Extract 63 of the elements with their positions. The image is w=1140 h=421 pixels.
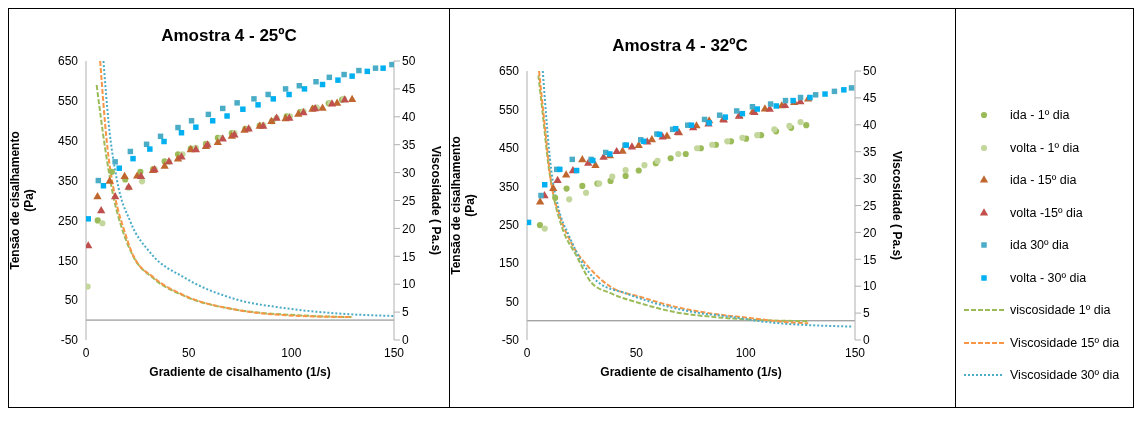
y2-axis-title: Viscosidade ( Pa.s) bbox=[890, 150, 904, 261]
y2-tick-label: 35 bbox=[863, 144, 877, 159]
y2-tick-label: 10 bbox=[402, 277, 416, 292]
y-tick-label: 350 bbox=[498, 179, 520, 194]
y-tick-label: 50 bbox=[64, 293, 79, 308]
legend-label: viscosidade 1º dia bbox=[1010, 303, 1111, 318]
y2-axis-title: Viscosidade ( Pa.s) bbox=[429, 145, 443, 256]
y-axis-title: Tensão de cisalhamento (Pa) bbox=[449, 136, 477, 275]
y-tick-label: -50 bbox=[501, 333, 520, 348]
y2-tick-label: 20 bbox=[863, 225, 877, 240]
x-tick-label: 100 bbox=[281, 345, 302, 360]
y-tick-label: 250 bbox=[498, 217, 520, 232]
legend-label: volta - 1º dia bbox=[1010, 140, 1080, 155]
y2-tick-label: 30 bbox=[402, 165, 416, 180]
y2-tick-label: 15 bbox=[863, 252, 877, 267]
y2-tick-label: 0 bbox=[863, 333, 870, 348]
chart-title: Amostra 4 - 32ºC bbox=[611, 35, 749, 57]
y-tick-label: -50 bbox=[60, 333, 79, 348]
y2-tick-label: 15 bbox=[402, 249, 416, 264]
y-tick-label: 650 bbox=[57, 54, 79, 69]
y2-tick-label: 35 bbox=[402, 137, 416, 152]
legend-label: ida - 1º dia bbox=[1010, 108, 1070, 123]
y-tick-label: 550 bbox=[498, 102, 520, 117]
legend-label: Viscosidade 30º dia bbox=[1010, 368, 1120, 383]
y-tick-label: 650 bbox=[498, 64, 520, 79]
y2-tick-label: 5 bbox=[402, 305, 409, 320]
x-tick-label: 50 bbox=[629, 345, 644, 360]
y-tick-label: 550 bbox=[57, 94, 79, 109]
x-tick-label: 100 bbox=[735, 345, 756, 360]
legend-label: ida 30º dia bbox=[1010, 238, 1069, 253]
legend-label: ida - 15º dia bbox=[1010, 173, 1077, 188]
y-tick-label: 150 bbox=[57, 253, 79, 268]
y2-tick-label: 40 bbox=[402, 110, 416, 125]
y2-tick-label: 45 bbox=[402, 82, 416, 97]
y2-tick-label: 25 bbox=[402, 193, 416, 208]
x-tick-label: 50 bbox=[181, 345, 196, 360]
y-tick-label: 450 bbox=[498, 141, 520, 156]
x-tick-label: 150 bbox=[383, 345, 405, 360]
y-tick-label: 250 bbox=[57, 213, 79, 228]
x-axis-title: Gradiente de cisalhamento (1/s) bbox=[149, 365, 331, 379]
chart-title: Amostra 4 - 25ºC bbox=[160, 25, 298, 47]
y2-tick-label: 25 bbox=[863, 198, 877, 213]
x-tick-label: 0 bbox=[523, 345, 531, 360]
y2-tick-label: 20 bbox=[402, 221, 416, 236]
x-tick-label: 0 bbox=[82, 345, 90, 360]
x-axis-title: Gradiente de cisalhamento (1/s) bbox=[600, 365, 782, 379]
y2-tick-label: 40 bbox=[863, 118, 877, 133]
y-tick-label: 350 bbox=[57, 173, 79, 188]
x-tick-label: 150 bbox=[844, 345, 866, 360]
legend-label: volta -15º dia bbox=[1010, 205, 1083, 220]
y2-tick-label: 5 bbox=[863, 306, 870, 321]
y2-tick-label: 50 bbox=[863, 64, 877, 79]
y-axis-title: Tensão de cisalhamento (Pa) bbox=[8, 131, 36, 270]
legend-label: volta - 30º dia bbox=[1010, 270, 1087, 285]
y-tick-label: 50 bbox=[505, 294, 520, 309]
y2-tick-label: 0 bbox=[402, 333, 409, 348]
y2-tick-label: 50 bbox=[402, 54, 416, 69]
y2-tick-label: 45 bbox=[863, 91, 877, 106]
legend-label: Viscosidade 15º dia bbox=[1010, 335, 1120, 350]
y2-tick-label: 10 bbox=[863, 279, 877, 294]
y-tick-label: 450 bbox=[57, 133, 79, 148]
y-tick-label: 150 bbox=[498, 256, 520, 271]
y2-tick-label: 30 bbox=[863, 171, 877, 186]
